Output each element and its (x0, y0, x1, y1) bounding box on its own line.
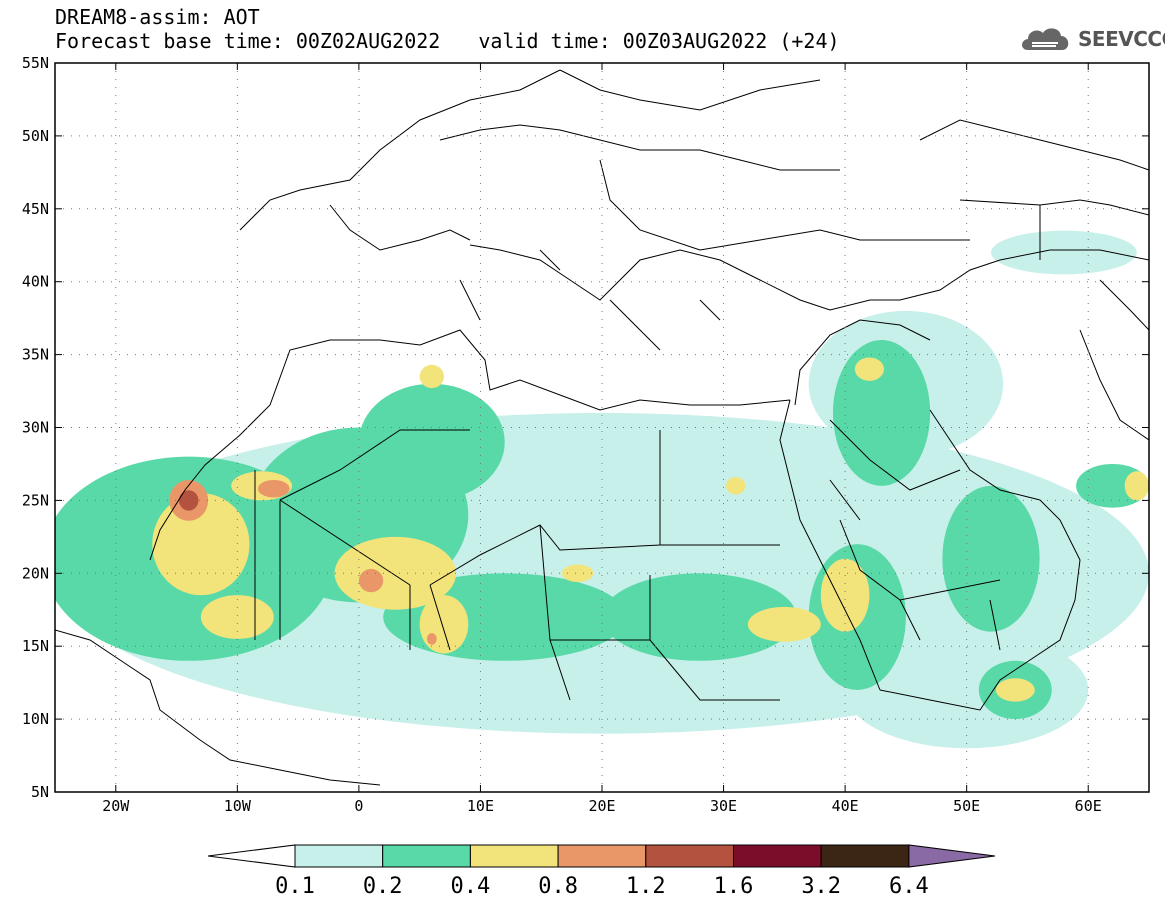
aot-contours (55, 230, 1149, 749)
colorbar-low-arrow (207, 844, 296, 868)
lat-tick-label: 55N (22, 54, 49, 72)
aot-region (419, 364, 444, 389)
lon-tick-label: 10E (467, 797, 494, 815)
lat-tick-label: 35N (22, 346, 49, 364)
lon-tick-label: 20W (102, 797, 130, 815)
aot-region (845, 631, 1089, 749)
lat-tick-label: 40N (22, 273, 49, 291)
aot-region (178, 490, 199, 511)
aot-region (358, 568, 384, 593)
colorbar-box (733, 844, 822, 868)
lat-tick-label: 50N (22, 127, 49, 145)
valid-time: valid time: 00Z03AUG2022 (+24) (478, 29, 840, 53)
lon-tick-label: 30E (710, 797, 737, 815)
colorbar-label: 3.2 (801, 874, 841, 899)
aot-region (602, 573, 797, 661)
aot-region (854, 357, 885, 381)
colorbar-label: 1.6 (714, 874, 754, 899)
axis-ticks: 55N 50N 45N 40N 35N 30N 25N 20N 15N 10N 5N 20W 10W 0 1… (22, 54, 1149, 815)
aot-region (152, 493, 250, 596)
cloud-icon (1022, 28, 1069, 50)
aot-region (358, 383, 505, 501)
aot-region (200, 595, 274, 639)
lat-tick-label: 5N (31, 783, 49, 801)
colorbar-box (469, 844, 559, 868)
lat-tick-label: 25N (22, 491, 49, 509)
colorbar-label: 0.4 (451, 874, 491, 899)
aot-region (257, 479, 290, 498)
colorbar-box (294, 844, 384, 868)
forecast-base-time: Forecast base time: 00Z02AUG2022 (55, 29, 441, 53)
map-title: DREAM8-assim: AOT (55, 5, 260, 29)
lon-tick-label: 0 (354, 797, 363, 815)
logo-text: SEEVCCC (1078, 27, 1165, 51)
lon-tick-label: 10W (224, 797, 252, 815)
aot-region (725, 477, 746, 495)
colorbar-box (645, 844, 734, 868)
colorbar-box (820, 844, 910, 868)
lat-tick-label: 10N (22, 710, 49, 728)
aot-region (747, 606, 821, 642)
colorbar-box (557, 844, 647, 868)
colorbar-label: 1.2 (626, 874, 666, 899)
aot-region (995, 678, 1035, 702)
aot-region (942, 485, 1040, 632)
colorbar-label: 6.4 (889, 874, 929, 899)
aot-region (426, 633, 437, 645)
lat-tick-label: 30N (22, 419, 49, 437)
country-borders (55, 69, 1149, 786)
colorbar-label: 0.2 (363, 874, 403, 899)
aot-region (832, 340, 931, 486)
aot-region (820, 558, 870, 632)
lon-tick-label: 40E (832, 797, 859, 815)
aot-region (1124, 471, 1149, 501)
map-subtitle: Forecast base time: 00Z02AUG2022 valid ti… (55, 30, 840, 52)
colorbar-box (382, 844, 471, 868)
lat-tick-label: 15N (22, 637, 49, 655)
lon-tick-label: 20E (588, 797, 615, 815)
aot-region (561, 564, 594, 583)
colorbar-label: 0.1 (275, 874, 315, 899)
lat-tick-label: 20N (22, 564, 49, 582)
colorbar-high-arrow (908, 844, 996, 868)
lat-tick-label: 45N (22, 200, 49, 218)
lon-tick-label: 60E (1075, 797, 1102, 815)
aot-region (990, 230, 1137, 275)
seevccc-logo: SEEVCCC (1018, 24, 1165, 54)
lon-tick-label: 50E (953, 797, 980, 815)
colorbar-label: 0.8 (538, 874, 578, 899)
